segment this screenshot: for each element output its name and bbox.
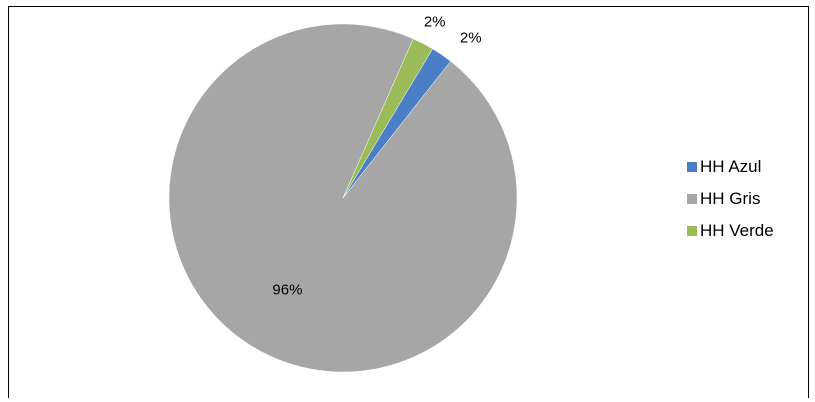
pie-label-hh-azul: 2% (460, 30, 482, 47)
legend-label-hh-azul: HH Azul (700, 157, 761, 177)
legend-label-hh-gris: HH Gris (700, 189, 760, 209)
legend-swatch-hh-verde (687, 226, 697, 236)
legend-item-hh-gris: HH Gris (687, 185, 774, 213)
pie-label-hh-verde: 2% (424, 14, 446, 31)
legend-item-hh-verde: HH Verde (687, 217, 774, 245)
legend-label-hh-verde: HH Verde (700, 221, 774, 241)
chart-legend: HH Azul HH Gris HH Verde (687, 153, 774, 249)
legend-swatch-hh-azul (687, 162, 697, 172)
pie-label-hh-gris: 96% (272, 281, 302, 298)
chart-frame: 2% 96% 2% HH Azul HH Gris HH Verde (8, 6, 809, 398)
legend-item-hh-azul: HH Azul (687, 153, 774, 181)
legend-swatch-hh-gris (687, 194, 697, 204)
